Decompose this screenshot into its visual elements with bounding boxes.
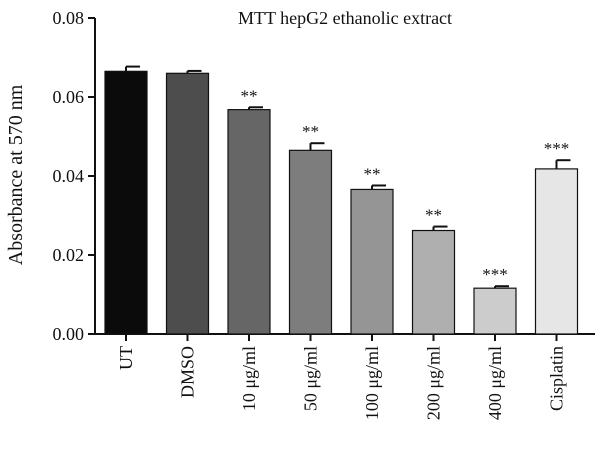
y-tick-label: 0.00 [53, 324, 85, 344]
bar [288, 149, 333, 335]
bar [227, 109, 271, 335]
y-axis-label: Absorbance at 570 nm [5, 84, 27, 265]
x-tick-label: DMSO [178, 346, 198, 398]
labels: UT DMSO 10 μg/ml ** 50 μg/ml ** 100 μg/ml ** 200… [116, 86, 569, 420]
significance-marker: ** [302, 122, 319, 141]
significance-marker: ** [364, 164, 381, 183]
significance-marker: ** [425, 206, 442, 225]
y-tick-label: 0.04 [53, 166, 85, 186]
y-tick-label: 0.02 [53, 245, 85, 265]
x-tick-label: UT [116, 346, 136, 370]
y-tick-label: 0.08 [53, 8, 85, 28]
bar [411, 229, 456, 335]
chart-title: MTT hepG2 ethanolic extract [238, 8, 452, 28]
bar [473, 287, 517, 335]
significance-marker: *** [544, 139, 570, 158]
bar [104, 70, 148, 335]
x-tick-label: 50 μg/ml [301, 346, 321, 411]
x-tick-label: 200 μg/ml [424, 346, 444, 420]
significance-marker: *** [482, 265, 508, 284]
bar [350, 188, 394, 335]
x-tick-label: 100 μg/ml [362, 346, 382, 420]
x-tick-label: Cisplatin [547, 346, 567, 411]
y-tick-label: 0.06 [53, 87, 85, 107]
x-tick-label: 10 μg/ml [239, 346, 259, 411]
bar [534, 168, 579, 335]
x-tick-label: 400 μg/ml [485, 346, 505, 420]
significance-marker: ** [241, 86, 258, 105]
bar [165, 72, 210, 335]
bars [104, 65, 579, 335]
